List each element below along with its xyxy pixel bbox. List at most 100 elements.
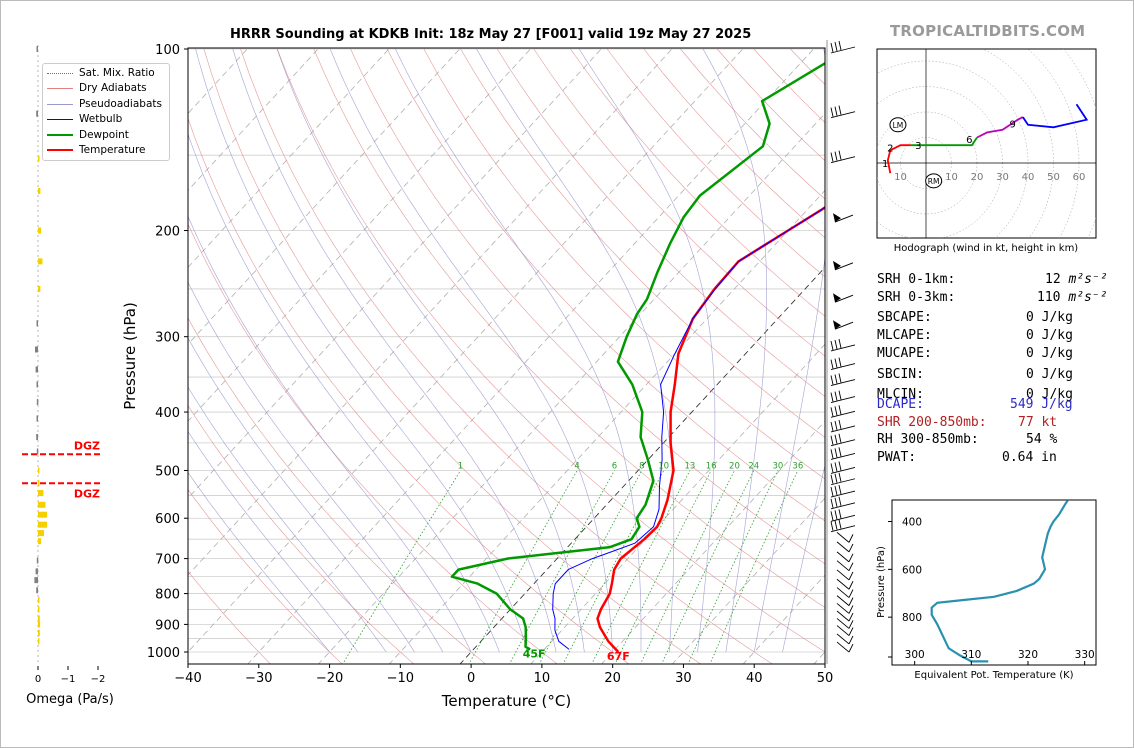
mix-ratio-line [661,470,755,664]
stat-value: 54 % [1026,432,1058,447]
wind-barb-shaft [836,618,850,629]
hodograph-tick-label: 60 [1073,172,1086,183]
wind-barb-feather [838,447,842,457]
omega-bar [35,366,38,373]
mix-ratio-line [640,470,735,664]
omega-bar [38,511,47,518]
wind-barb-feather [848,553,854,563]
x-tick-label: 20 [604,671,621,686]
wind-barb-feather [838,357,842,367]
hodograph-caption: Hodograph (wind in kt, height in km) [894,243,1079,254]
wind-barb-shaft [830,410,856,418]
wind-barb-feather [834,434,838,444]
wind-barbs [826,40,856,664]
isotherm [247,48,814,664]
wind-barb-shaft [830,452,856,460]
legend-item: Pseudoadiabats [47,97,162,111]
theta-y-tick-label: 800 [902,612,922,624]
wind-barb-feather [834,339,838,350]
hodograph-tick-label: 20 [971,172,984,183]
hodograph-segment [910,137,978,147]
mix-ratio-label: 24 [748,461,759,471]
wind-barb-feather [838,390,842,400]
stat-label: SHR 200-850mb: [877,415,987,430]
legend-swatch [47,118,73,120]
omega-tick-label: −1 [61,674,76,685]
mix-ratio-line [538,470,643,664]
wind-barb-feather [830,359,834,369]
stat-label: SBCIN: [877,367,924,382]
x-tick-label: 30 [675,671,692,686]
wind-barb-shaft [830,439,856,447]
stat-label: SRH 0-1km: [877,272,956,287]
theta-x-tick-label: 330 [1075,649,1095,661]
omega-bar [38,606,40,613]
omega-bar [38,521,47,528]
hodograph-tick-label: 30 [996,172,1009,183]
wind-barb-shaft [830,425,856,433]
stat-value: 0 J/kg [1026,387,1073,402]
dry-adiabat [188,570,271,664]
wind-barb-feather [834,151,838,161]
omega-bar [38,615,40,622]
omega-bar [34,577,38,584]
legend-label: Temperature [79,144,146,156]
series-wetbulb [552,206,825,650]
stat-label: PWAT: [877,450,917,465]
wind-barb-flag [833,213,841,223]
legend-label: Dewpoint [79,129,129,141]
x-tick-label: 10 [534,671,551,686]
wind-barb-shaft [830,502,856,510]
dry-adiabat [240,48,773,664]
mix-ratio-label: 4 [574,461,579,471]
y-tick-label: 700 [155,553,180,568]
wind-barb-feather [834,374,838,384]
wind-barb-feather [848,543,854,553]
omega-bar [36,434,38,441]
wind-barb-feather [830,421,834,432]
wind-barb-flag [833,293,841,303]
pseudoadiabat [195,48,528,653]
wind-barb-feather [834,406,838,416]
wind-barb-feather [830,463,834,473]
y-tick-label: 1000 [147,646,180,661]
storm-motion-label: RM [928,177,940,186]
wind-barb-shaft [830,46,856,54]
hodograph-tick-label: 10 [945,172,958,183]
wind-barb-shaft [834,321,854,330]
skewt-profiles [450,61,825,653]
storm-motion-marker [925,173,943,189]
wind-barb-shaft [836,595,850,606]
dry-adiabat [188,317,486,664]
wind-barb-feather [848,562,854,571]
pseudoadiabat [188,471,330,653]
stat-value: 12 m²s⁻² [1045,272,1108,287]
hodograph-height-label: 2 [887,144,893,155]
mix-ratio-label: 6 [612,461,617,471]
wind-barb-shaft [830,490,856,498]
legend-swatch [47,87,73,89]
wind-barb-feather [838,105,842,115]
omega-bar [36,557,39,564]
pseudoadiabat [782,464,825,653]
dgz-label: DGZ [74,439,100,452]
dry-adiabat [570,48,825,317]
wind-barb-shaft [830,111,856,119]
omega-bar [38,638,40,645]
theta-x-axis-label: Equivalent Pot. Temperature (K) [914,670,1073,681]
stat-value: 0 J/kg [1026,346,1073,361]
wind-barb-shaft [836,551,850,563]
wind-barb-shaft [836,532,850,543]
hodograph-segment [976,116,1024,139]
wind-barb-feather [830,474,834,484]
wind-barb-feather [838,405,842,415]
wind-barb-feather [834,448,838,458]
omega-bar [38,258,43,265]
wind-barb-shaft [836,625,850,636]
hodograph-tick-label: 50 [1047,172,1060,183]
theta-x-tick-label: 320 [1018,649,1038,661]
dry-adiabat [460,48,825,438]
dry-adiabat [496,48,825,397]
mix-ratio-label: 16 [706,461,717,471]
legend-label: Sat. Mix. Ratio [79,67,155,79]
